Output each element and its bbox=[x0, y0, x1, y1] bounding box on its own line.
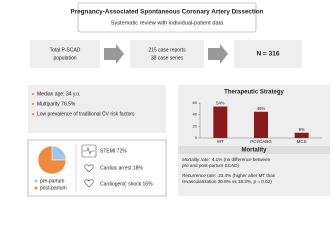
heart-icon bbox=[84, 164, 94, 173]
item-label: Recurrence rate: bbox=[182, 173, 217, 178]
right-panel bbox=[178, 85, 330, 196]
flow-text: population bbox=[53, 55, 76, 61]
characteristic: Median age: 34 y.o. bbox=[37, 91, 81, 97]
legend-swatch bbox=[34, 186, 38, 190]
bullet bbox=[32, 93, 34, 95]
mortality-item: Recurrence rate: 23.4% (higher after MT t… bbox=[182, 173, 276, 178]
y-tick-label: 0 bbox=[195, 135, 198, 140]
presentation: Cardiac arrest 18% bbox=[100, 165, 143, 171]
arrow bbox=[104, 44, 124, 64]
subtitle: Systematic review with individual-patien… bbox=[111, 20, 224, 26]
pie-slice bbox=[37, 145, 67, 175]
arrow bbox=[208, 44, 228, 64]
title: Pregnancy-Associated Spontaneous Coronar… bbox=[71, 9, 264, 16]
presentation: Cardiogenic shock 16% bbox=[100, 181, 153, 187]
characteristics-box bbox=[28, 85, 166, 133]
ecg-icon bbox=[83, 147, 95, 155]
bullet bbox=[32, 103, 34, 105]
value-label: 9% bbox=[299, 127, 305, 132]
mortality-item: Mortality rate: 4.1% (no difference betwe… bbox=[182, 157, 271, 162]
legend-label: pre-partum bbox=[40, 178, 64, 184]
mortality-header bbox=[178, 146, 330, 154]
mortality-item: pre and post-partum SCAD) bbox=[182, 163, 239, 168]
legend-label: post-partum bbox=[40, 185, 67, 191]
y-tick-label: 40 bbox=[193, 112, 198, 117]
mortality-title: Mortality bbox=[241, 148, 267, 154]
value-label: 54% bbox=[216, 101, 225, 106]
characteristic: Low prevalence of traditional CV risk fa… bbox=[37, 111, 135, 117]
bar bbox=[213, 106, 228, 138]
item-text: 23.4% (higher after MT than bbox=[218, 173, 276, 178]
heart-icon bbox=[84, 179, 94, 188]
bullet bbox=[32, 113, 34, 115]
presentation: STEMI 72% bbox=[100, 148, 127, 154]
mortality-item: revascularization 30.8% vs 18.3%, p = 0.… bbox=[182, 179, 272, 184]
flow-box bbox=[130, 40, 204, 68]
y-tick-label: 20 bbox=[193, 123, 198, 128]
title-box bbox=[77, 2, 257, 33]
flow-text: Total P-SCAD bbox=[50, 47, 81, 53]
flow-total: N = 316 bbox=[257, 51, 280, 58]
x-tick-label: MT bbox=[217, 139, 224, 144]
legend-swatch bbox=[34, 179, 38, 183]
y-tick-label: 60 bbox=[193, 100, 198, 105]
flow-text: 38 case series bbox=[151, 55, 184, 61]
chart-title: Therapeutic Strategy bbox=[224, 90, 284, 96]
value-label: 45% bbox=[257, 106, 266, 111]
bar bbox=[294, 132, 309, 138]
graphical-abstract: Pregnancy-Associated Spontaneous Coronar… bbox=[27, 2, 330, 197]
characteristic: Multiparity 76.5% bbox=[37, 101, 76, 107]
bar bbox=[254, 111, 268, 138]
x-tick-label: MCS bbox=[297, 139, 307, 144]
flow-box bbox=[234, 40, 302, 68]
item-text: 4.1% (no difference between bbox=[212, 157, 271, 162]
item-label: Mortality rate: bbox=[182, 157, 211, 162]
flow-box bbox=[30, 40, 100, 68]
x-tick-label: PCI/CABG bbox=[250, 139, 272, 144]
flow-text: 215 case reports bbox=[148, 47, 186, 53]
